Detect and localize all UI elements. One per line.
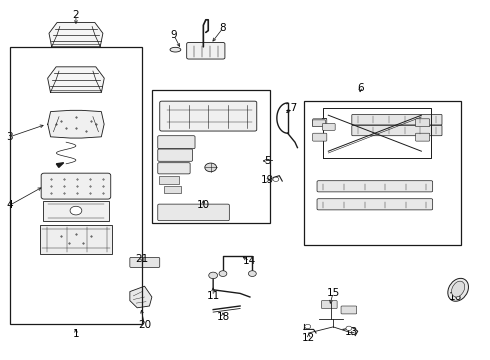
Polygon shape xyxy=(56,163,64,167)
Text: 3: 3 xyxy=(6,132,13,142)
FancyBboxPatch shape xyxy=(41,173,111,199)
Text: 18: 18 xyxy=(216,312,230,322)
FancyBboxPatch shape xyxy=(130,257,160,267)
Ellipse shape xyxy=(452,281,465,297)
Text: 20: 20 xyxy=(138,320,151,330)
Bar xyxy=(159,176,179,184)
FancyBboxPatch shape xyxy=(317,181,433,192)
FancyBboxPatch shape xyxy=(416,133,430,141)
FancyBboxPatch shape xyxy=(352,125,442,136)
Text: 2: 2 xyxy=(73,10,79,21)
Circle shape xyxy=(209,272,218,279)
Text: 11: 11 xyxy=(206,291,220,301)
FancyBboxPatch shape xyxy=(158,149,193,161)
FancyBboxPatch shape xyxy=(313,119,327,127)
FancyBboxPatch shape xyxy=(321,301,337,309)
FancyBboxPatch shape xyxy=(158,163,190,174)
FancyBboxPatch shape xyxy=(317,199,433,210)
Text: 8: 8 xyxy=(220,23,226,33)
FancyBboxPatch shape xyxy=(187,42,225,59)
Bar xyxy=(10,47,142,324)
Bar xyxy=(164,186,181,193)
Text: 4: 4 xyxy=(6,200,13,210)
Text: 16: 16 xyxy=(449,292,463,302)
Text: 5: 5 xyxy=(264,156,270,166)
Circle shape xyxy=(205,163,217,172)
Text: 9: 9 xyxy=(171,30,177,40)
Bar xyxy=(304,101,461,245)
Polygon shape xyxy=(49,22,103,47)
Ellipse shape xyxy=(170,48,181,52)
Circle shape xyxy=(248,271,256,276)
Text: 19: 19 xyxy=(260,175,274,185)
Circle shape xyxy=(305,324,311,329)
FancyBboxPatch shape xyxy=(322,123,335,130)
Text: 15: 15 xyxy=(326,288,340,298)
Text: 17: 17 xyxy=(285,103,298,113)
Text: 7: 7 xyxy=(320,118,327,128)
Bar xyxy=(152,90,270,223)
Text: 13: 13 xyxy=(345,327,359,337)
FancyBboxPatch shape xyxy=(416,119,430,127)
Ellipse shape xyxy=(448,278,468,301)
Circle shape xyxy=(219,271,227,276)
FancyBboxPatch shape xyxy=(313,133,327,141)
Polygon shape xyxy=(130,286,152,308)
Bar xyxy=(40,225,112,253)
Bar xyxy=(43,201,109,220)
Circle shape xyxy=(346,326,352,330)
FancyBboxPatch shape xyxy=(160,101,257,131)
Text: 14: 14 xyxy=(243,256,257,266)
Circle shape xyxy=(273,177,279,181)
Text: 12: 12 xyxy=(302,333,316,343)
Polygon shape xyxy=(48,110,104,138)
Text: 1: 1 xyxy=(73,329,79,339)
Text: 6: 6 xyxy=(357,83,364,93)
FancyBboxPatch shape xyxy=(158,136,195,149)
FancyBboxPatch shape xyxy=(341,306,357,314)
Polygon shape xyxy=(48,67,104,92)
FancyBboxPatch shape xyxy=(352,114,442,125)
Circle shape xyxy=(70,206,82,215)
Text: 21: 21 xyxy=(135,254,149,264)
FancyBboxPatch shape xyxy=(313,120,325,127)
Text: 10: 10 xyxy=(197,200,210,210)
FancyBboxPatch shape xyxy=(158,204,229,221)
